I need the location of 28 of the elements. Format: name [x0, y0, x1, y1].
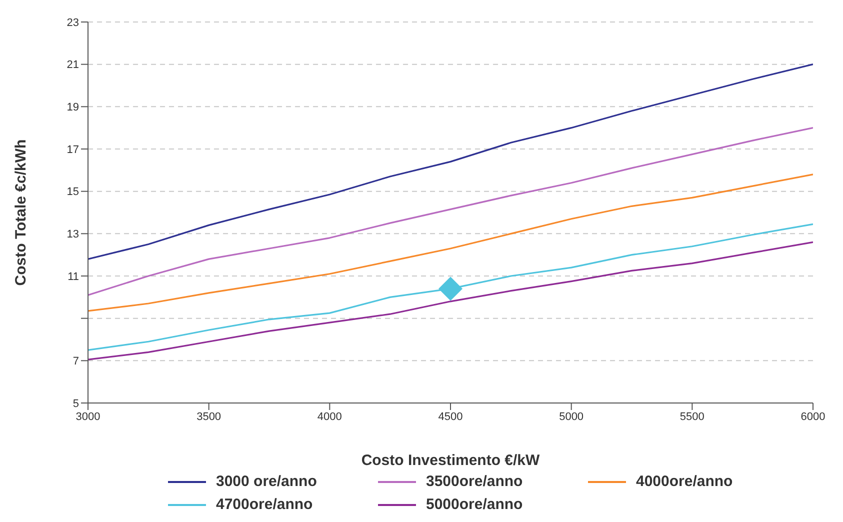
- x-tick-label: 4500: [438, 410, 463, 423]
- x-tick-label: 6000: [800, 410, 826, 423]
- line-series: [88, 241, 813, 360]
- y-tick-label: 15: [66, 186, 79, 198]
- legend-label: 4700ore/anno: [216, 496, 313, 513]
- line-series: [88, 223, 813, 351]
- y-tick-label: 13: [66, 228, 79, 241]
- y-tick-label: 7: [72, 356, 79, 368]
- x-tick-label: 3500: [196, 410, 222, 423]
- legend-label: 4000ore/anno: [636, 473, 733, 490]
- line-series: [88, 174, 813, 312]
- legend-label: 5000ore/anno: [426, 496, 523, 513]
- y-tick-label: 11: [68, 270, 79, 283]
- y-tick-label: 23: [66, 16, 79, 29]
- y-tick-label: 5: [72, 398, 79, 410]
- x-tick-label: 5500: [680, 410, 704, 423]
- legend-label: 3500ore/anno: [426, 473, 523, 490]
- line-series: [88, 64, 813, 260]
- line-series: [88, 127, 813, 296]
- y-tick-label: 17: [66, 144, 79, 156]
- x-tick-label: 3000: [76, 410, 100, 423]
- y-tick-label: 21: [66, 59, 79, 72]
- y-axis-title: Costo Totale €c/kWh: [12, 139, 30, 286]
- x-tick-label: 4000: [317, 410, 342, 423]
- y-tick-label: 19: [66, 102, 79, 114]
- x-axis-title: Costo Investimento €/kW: [361, 452, 541, 469]
- x-tick-label: 5000: [559, 410, 584, 423]
- legend-label: 3000 ore/anno: [216, 473, 317, 490]
